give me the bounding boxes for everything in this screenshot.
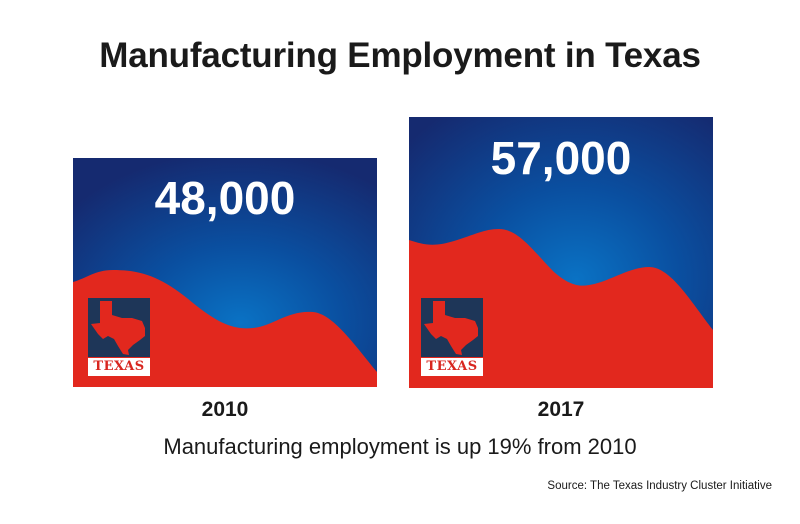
texas-map-icon: [88, 298, 150, 357]
value-label-2010: 48,000: [154, 172, 296, 224]
source-note: Source: The Texas Industry Cluster Initi…: [547, 480, 772, 492]
chart-title: Manufacturing Employment in Texas: [99, 36, 701, 75]
year-label-2017: 2017: [537, 398, 585, 421]
texas-logo-label: TEXAS: [421, 358, 483, 376]
chart-annotation: Manufacturing employment is up 19% from …: [163, 434, 637, 459]
texas-logo: TEXAS: [421, 298, 483, 376]
bar-2010: 48,000 TEXAS: [73, 158, 377, 387]
bar-2017: 57,000 TEXAS: [409, 117, 713, 388]
texas-logo: TEXAS: [88, 298, 150, 376]
texas-map-icon: [421, 298, 483, 357]
year-label-2010: 2010: [201, 398, 249, 421]
value-label-2017: 57,000: [490, 132, 632, 184]
texas-logo-label: TEXAS: [88, 358, 150, 376]
